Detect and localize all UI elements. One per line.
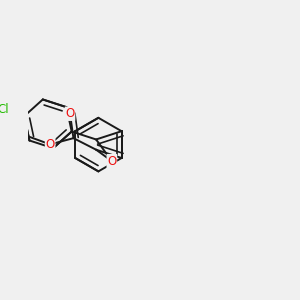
Text: O: O bbox=[46, 138, 55, 151]
Text: Cl: Cl bbox=[0, 103, 9, 116]
Text: O: O bbox=[107, 154, 116, 168]
Text: O: O bbox=[65, 107, 75, 120]
